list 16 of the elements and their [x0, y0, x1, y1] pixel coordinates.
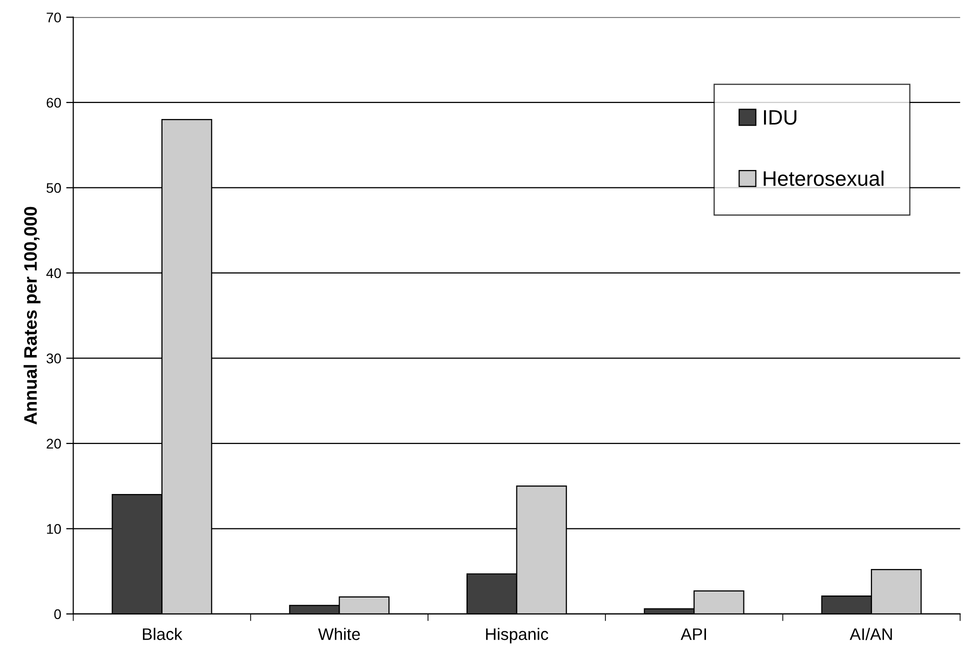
y-tick-label: 60: [46, 98, 61, 108]
x-tick-label: Black: [142, 628, 182, 640]
y-tick-label: 30: [46, 354, 61, 364]
x-tick-label: Hispanic: [486, 628, 548, 644]
y-tick-label: 40: [46, 268, 61, 278]
y-tick-label: 20: [46, 438, 61, 449]
x-tick-label: White: [318, 628, 360, 640]
legend-label: IDU: [764, 110, 796, 125]
y-tick-label: 10: [47, 524, 61, 534]
y-tick-label: 50: [46, 183, 61, 193]
x-tick-label: API: [680, 628, 706, 640]
y-tick-label: 70: [46, 12, 61, 22]
x-tick-label: AI/AN: [850, 628, 892, 640]
y-axis-title: Annual Rates per 100,000: [24, 206, 40, 425]
y-tick-label: 0: [54, 609, 61, 620]
legend-label: Heterosexual: [764, 170, 884, 186]
